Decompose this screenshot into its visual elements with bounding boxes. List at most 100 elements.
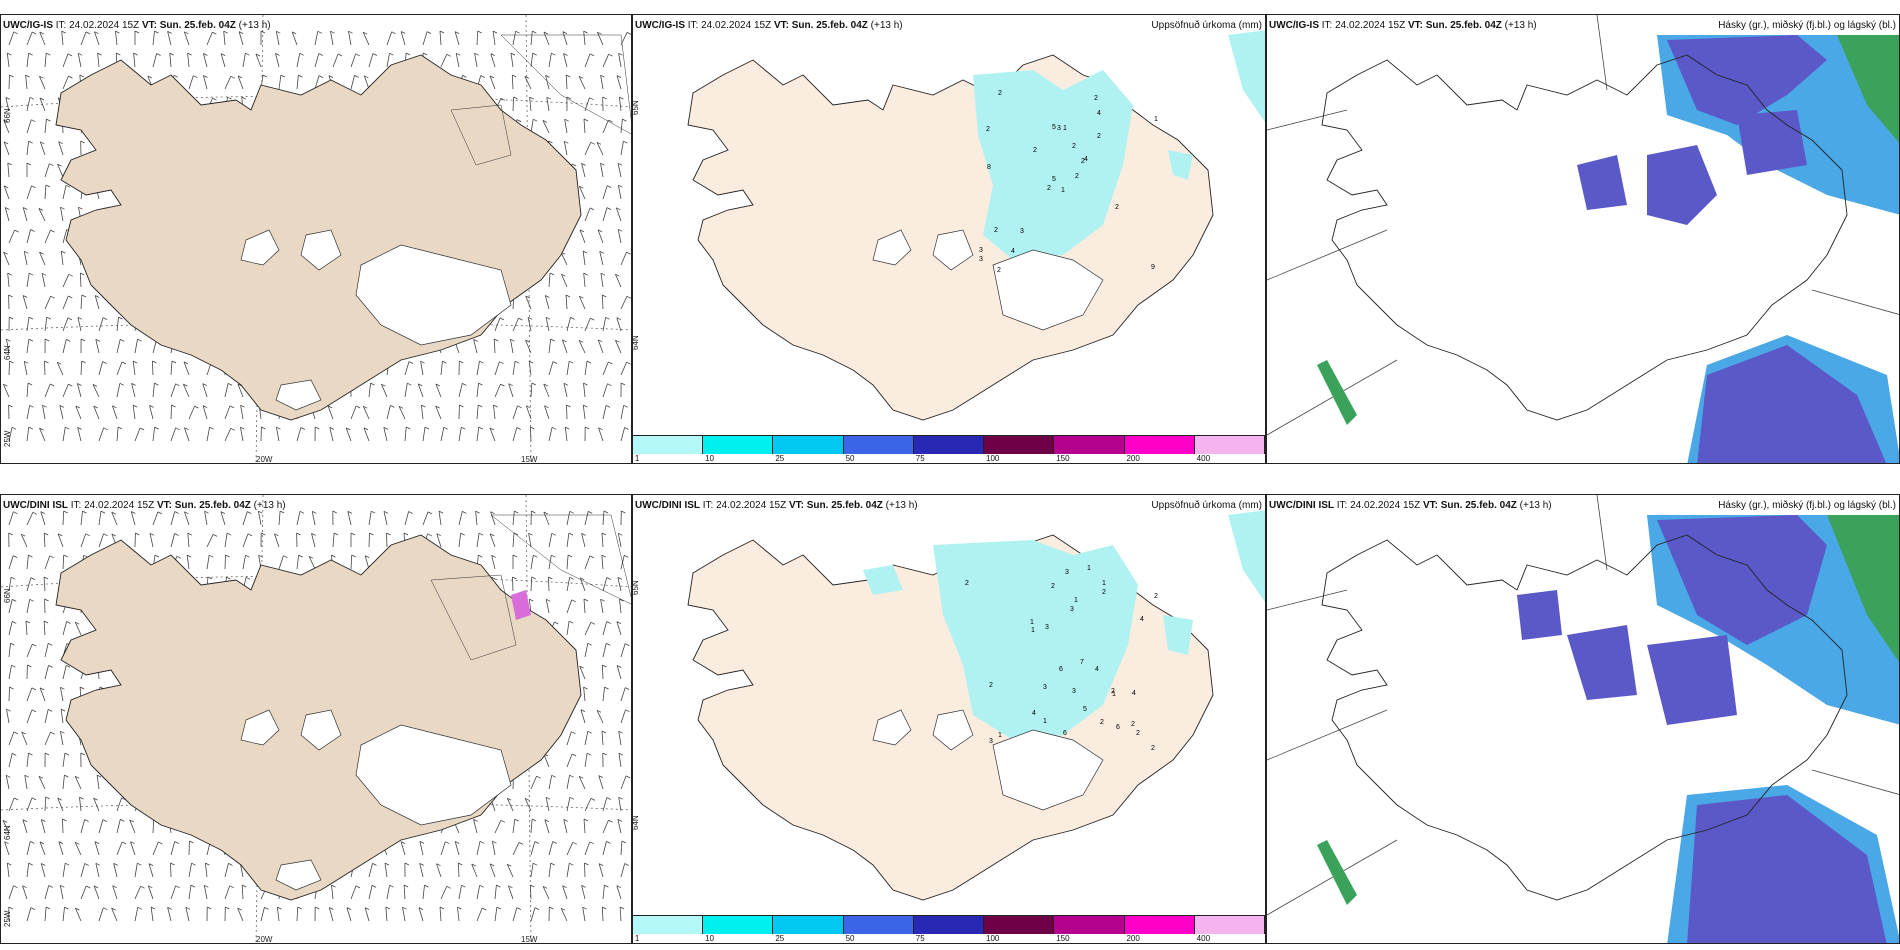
wind-barb-flag — [311, 533, 316, 536]
wind-barb — [130, 511, 136, 526]
wind-barb — [471, 863, 478, 878]
wind-barb — [600, 273, 604, 288]
wind-barb-flag — [147, 75, 152, 79]
wind-barb-flag — [605, 405, 611, 408]
wind-barb-flag — [589, 97, 594, 101]
wind-barb — [62, 339, 67, 354]
wind-barb-flag — [46, 118, 51, 122]
wind-barb-flag — [119, 382, 125, 386]
wind-barb-flag — [549, 272, 555, 276]
wind-barb — [548, 863, 552, 878]
wind-barb — [39, 141, 46, 156]
wind-barb — [116, 361, 123, 376]
wind-barb-flag — [154, 554, 160, 558]
wind-barb-flag — [45, 906, 51, 910]
wind-barb — [350, 885, 357, 900]
wind-barb-flag — [39, 251, 44, 255]
wind-barb-flag — [604, 686, 609, 690]
wind-barb — [62, 753, 66, 768]
wind-barb — [6, 863, 10, 878]
wind-barb — [130, 841, 136, 856]
wind-barb-flag — [13, 885, 18, 889]
wind-barb — [74, 622, 82, 636]
wind-barb-flag — [536, 775, 541, 779]
wind-barb — [530, 382, 533, 398]
wind-barb-flag — [608, 819, 613, 823]
wind-barb-flag — [149, 405, 154, 408]
wind-barb — [494, 885, 497, 900]
wind-barb-flag — [626, 251, 631, 255]
wind-barb-flag — [57, 361, 62, 365]
wind-barb — [79, 272, 82, 288]
wind-barb — [530, 841, 536, 856]
wind-barb-flag — [41, 272, 47, 276]
wind-barb — [618, 185, 622, 200]
wind-barb — [385, 906, 388, 922]
wind-barb-flag — [551, 532, 556, 536]
wind-barb-flag — [93, 405, 98, 409]
wind-barb — [188, 863, 192, 878]
wind-barb-flag — [118, 316, 123, 320]
wind-barb-flag — [80, 140, 85, 144]
wind-barb-flag — [619, 598, 624, 602]
wind-barb — [39, 841, 46, 856]
wind-barb-flag — [137, 862, 142, 866]
wind-barb — [364, 555, 370, 570]
wind-barb-flag — [175, 383, 180, 387]
wind-barb-flag — [626, 32, 631, 35]
wind-barb-flag — [525, 295, 530, 299]
wind-barb — [296, 555, 299, 570]
wind-barb-flag — [545, 316, 551, 320]
wind-barb — [566, 599, 573, 614]
iceland-land — [1321, 534, 1848, 901]
wind-barb-flag — [363, 405, 368, 409]
wind-barb — [43, 576, 46, 592]
wind-barb — [562, 31, 568, 46]
wind-barb — [620, 251, 627, 266]
wind-barb-flag — [516, 907, 522, 910]
wind-barb — [224, 885, 231, 900]
wind-barb-flag — [442, 360, 447, 364]
legend-label: 400 — [1196, 934, 1211, 943]
wind-barb — [275, 53, 280, 68]
wind-barb — [22, 295, 28, 310]
wind-barb — [512, 576, 514, 592]
wind-barb — [113, 863, 118, 878]
wind-barb — [560, 252, 568, 266]
wind-barb — [602, 577, 608, 592]
wind-barb-flag — [618, 228, 623, 232]
wind-barb-flag — [167, 907, 172, 910]
wind-barb-flag — [80, 338, 86, 342]
wind-barb-flag — [512, 576, 517, 580]
wind-barb-flag — [564, 140, 569, 144]
wind-barb — [296, 511, 301, 526]
wind-barb-flag — [171, 404, 176, 408]
wind-barb — [26, 229, 31, 244]
wind-barb-flag — [30, 907, 36, 910]
wind-barb-flag — [184, 427, 189, 431]
wind-barb-flag — [478, 554, 483, 558]
wind-barb-flag — [529, 598, 534, 602]
wind-barb-flag — [566, 74, 571, 78]
wind-barb-flag — [140, 885, 145, 889]
wind-barb-flag — [175, 427, 180, 431]
wind-barb-flag — [589, 53, 595, 57]
wind-barb-flag — [617, 819, 623, 822]
wind-barb — [602, 841, 607, 856]
wind-barb — [616, 665, 622, 680]
wind-barb — [584, 622, 592, 636]
wind-barb — [332, 532, 335, 548]
wind-barb — [58, 841, 64, 856]
legend-swatch — [1054, 916, 1125, 934]
wind-barb — [563, 819, 568, 834]
wind-barb-flag — [364, 75, 369, 79]
wind-barb-flag — [406, 426, 411, 430]
wind-barb-flag — [562, 31, 568, 34]
wind-barb-flag — [587, 730, 592, 734]
wind-barb — [598, 775, 604, 790]
wind-barb-flag — [63, 510, 68, 514]
wind-barb — [206, 427, 210, 442]
wind-barb — [3, 251, 10, 266]
wind-barb — [314, 75, 320, 90]
precip-value: 4 — [1097, 110, 1101, 117]
